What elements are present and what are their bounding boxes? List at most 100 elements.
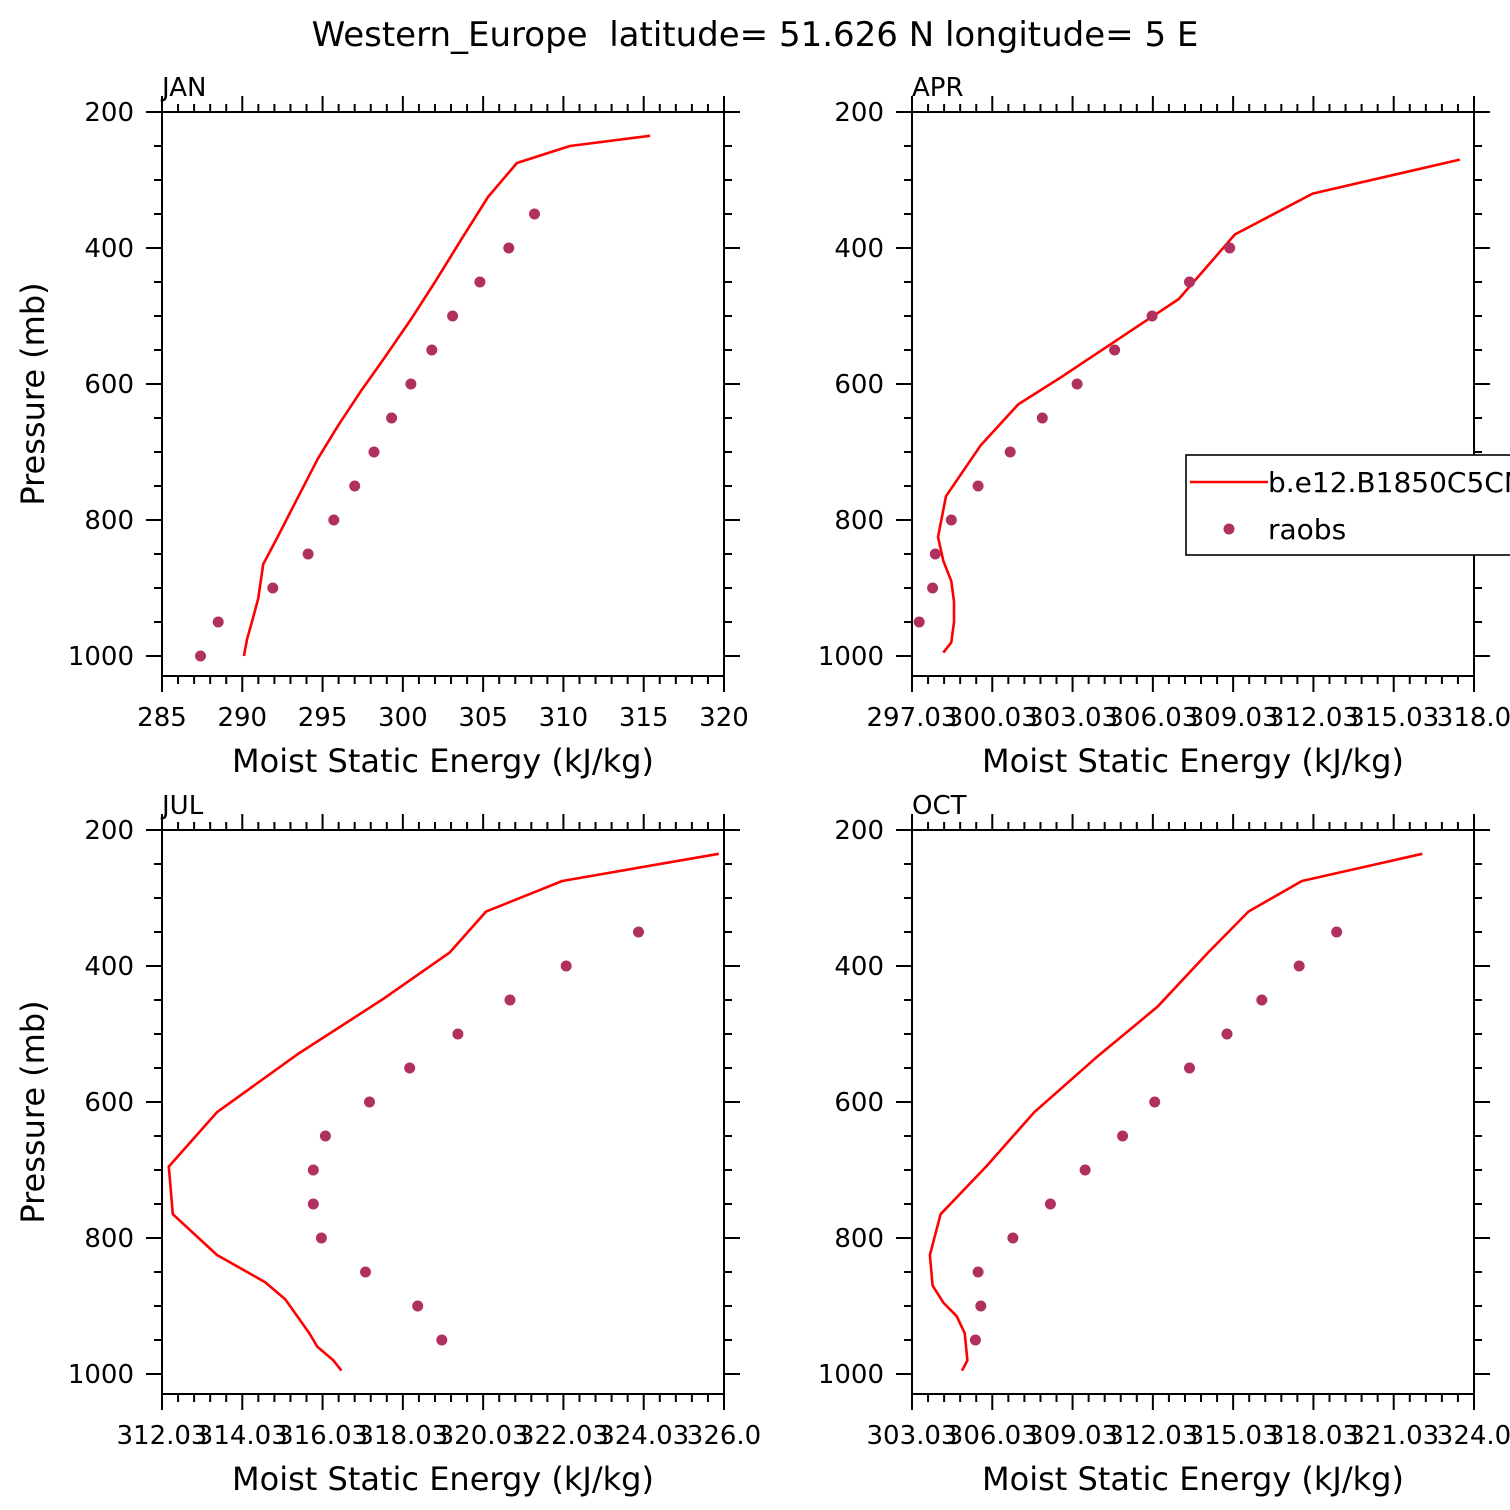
panel-label: OCT: [912, 791, 967, 821]
legend-box: [1185, 454, 1510, 556]
x-tick-label: 318.0: [1437, 703, 1510, 733]
raobs-point: [504, 994, 516, 1006]
y-tick-label: 400: [84, 234, 134, 264]
y-tick-label: 1000: [818, 642, 884, 672]
raobs-point: [1146, 310, 1158, 322]
raobs-point: [1071, 378, 1083, 390]
x-axis-label: Moist Static Energy (kJ/kg): [982, 1460, 1404, 1498]
series-line-model: [167, 852, 720, 1372]
raobs-point: [360, 1266, 371, 1278]
x-tick-label: 312.03: [1268, 703, 1359, 733]
raobs-point: [972, 1266, 984, 1278]
x-tick-label: 320.03: [438, 1421, 529, 1451]
raobs-point: [927, 582, 939, 594]
y-tick-label: 1000: [68, 1360, 134, 1390]
raobs-point: [307, 1164, 319, 1176]
plot-data: [928, 852, 1423, 1372]
panel-label: APR: [912, 73, 964, 103]
x-tick-label: 315.03: [1188, 1421, 1279, 1451]
raobs-point: [404, 1062, 416, 1074]
raobs-point: [267, 582, 279, 594]
panel-label: JAN: [160, 73, 206, 103]
x-tick-label: 297.03: [867, 703, 958, 733]
plot-data: [913, 158, 1461, 654]
y-tick-label: 600: [84, 370, 134, 400]
y-tick-label: 400: [834, 234, 884, 264]
y-tick-label: 800: [834, 1224, 884, 1254]
legend-label-model: b.e12.B1850C5CN: [1268, 466, 1510, 499]
raobs-point: [1109, 344, 1121, 356]
x-axis-label: Moist Static Energy (kJ/kg): [232, 742, 654, 780]
x-tick-label: 310: [539, 703, 589, 733]
x-tick-label: 300.03: [947, 703, 1038, 733]
series-line-model: [242, 134, 651, 657]
y-tick-label: 200: [84, 816, 134, 846]
raobs-point: [1149, 1096, 1161, 1108]
y-tick-label: 1000: [818, 1360, 884, 1390]
x-tick-label: 312.03: [1107, 1421, 1198, 1451]
y-tick-label: 400: [834, 952, 884, 982]
x-tick-label: 316.03: [277, 1421, 368, 1451]
x-tick-label: 324.03: [598, 1421, 689, 1451]
x-tick-label: 305: [458, 703, 508, 733]
raobs-point: [405, 378, 417, 390]
raobs-point: [1079, 1164, 1091, 1176]
x-tick-label: 318.03: [1268, 1421, 1359, 1451]
plot-frame: [911, 829, 1475, 1395]
x-tick-label: 303.03: [867, 1421, 958, 1451]
raobs-point: [929, 548, 941, 560]
legend-label-raobs: raobs: [1268, 513, 1346, 546]
x-tick-label: 326.0: [687, 1421, 761, 1451]
plot-data: [195, 134, 651, 662]
raobs-point: [1117, 1130, 1129, 1142]
raobs-point: [386, 412, 398, 424]
plot-frame: [161, 829, 725, 1395]
x-axis-label: Moist Static Energy (kJ/kg): [232, 1460, 654, 1498]
raobs-point: [1036, 412, 1048, 424]
legend-dot-swatch: [1223, 523, 1235, 535]
x-tick-label: 300: [378, 703, 428, 733]
x-tick-label: 290: [217, 703, 267, 733]
y-tick-label: 800: [84, 506, 134, 536]
raobs-point: [436, 1334, 448, 1346]
raobs-point: [412, 1300, 424, 1312]
raobs-point: [315, 1232, 327, 1244]
panel-label: JUL: [160, 791, 204, 821]
panels: JAN 200 400 600 800 1000 285 290 295 300 305 310 315…: [14, 73, 1510, 1498]
raobs-point: [195, 650, 206, 662]
y-tick-label: 200: [834, 816, 884, 846]
raobs-point: [319, 1130, 331, 1142]
x-tick-label: 314.03: [197, 1421, 288, 1451]
plot-frame: [161, 111, 725, 677]
legend: b.e12.B1850C5CN raobs: [1185, 454, 1510, 556]
series-line-model: [928, 852, 1423, 1372]
y-axis-label: Pressure (mb): [14, 1000, 52, 1223]
panel-jan: JAN 200 400 600 800 1000 285 290 295 300 305 310 315…: [14, 73, 749, 780]
raobs-point: [560, 960, 572, 972]
raobs-point: [1224, 242, 1236, 254]
x-tick-label: 303.03: [1027, 703, 1118, 733]
raobs-point: [368, 446, 380, 458]
raobs-point: [503, 242, 515, 254]
raobs-point: [1007, 1232, 1019, 1244]
raobs-point: [328, 514, 340, 526]
raobs-point: [452, 1028, 464, 1040]
raobs-point: [1331, 926, 1343, 938]
raobs-point: [1221, 1028, 1233, 1040]
figure-title: Western_Europe latitude= 51.626 N longit…: [312, 15, 1199, 55]
x-tick-label: 320: [699, 703, 749, 733]
x-tick-label: 306.03: [1107, 703, 1198, 733]
x-tick-label: 309.03: [1188, 703, 1279, 733]
y-tick-label: 600: [834, 1088, 884, 1118]
y-tick-label: 800: [84, 1224, 134, 1254]
x-tick-label: 306.03: [947, 1421, 1038, 1451]
y-tick-label: 600: [84, 1088, 134, 1118]
y-tick-label: 1000: [68, 642, 134, 672]
plot-data: [167, 852, 720, 1372]
raobs-point: [633, 926, 644, 938]
y-tick-label: 400: [84, 952, 134, 982]
raobs-point: [1004, 446, 1016, 458]
raobs-point: [529, 208, 540, 220]
y-axis-label: Pressure (mb): [14, 282, 52, 505]
raobs-point: [1044, 1198, 1056, 1210]
